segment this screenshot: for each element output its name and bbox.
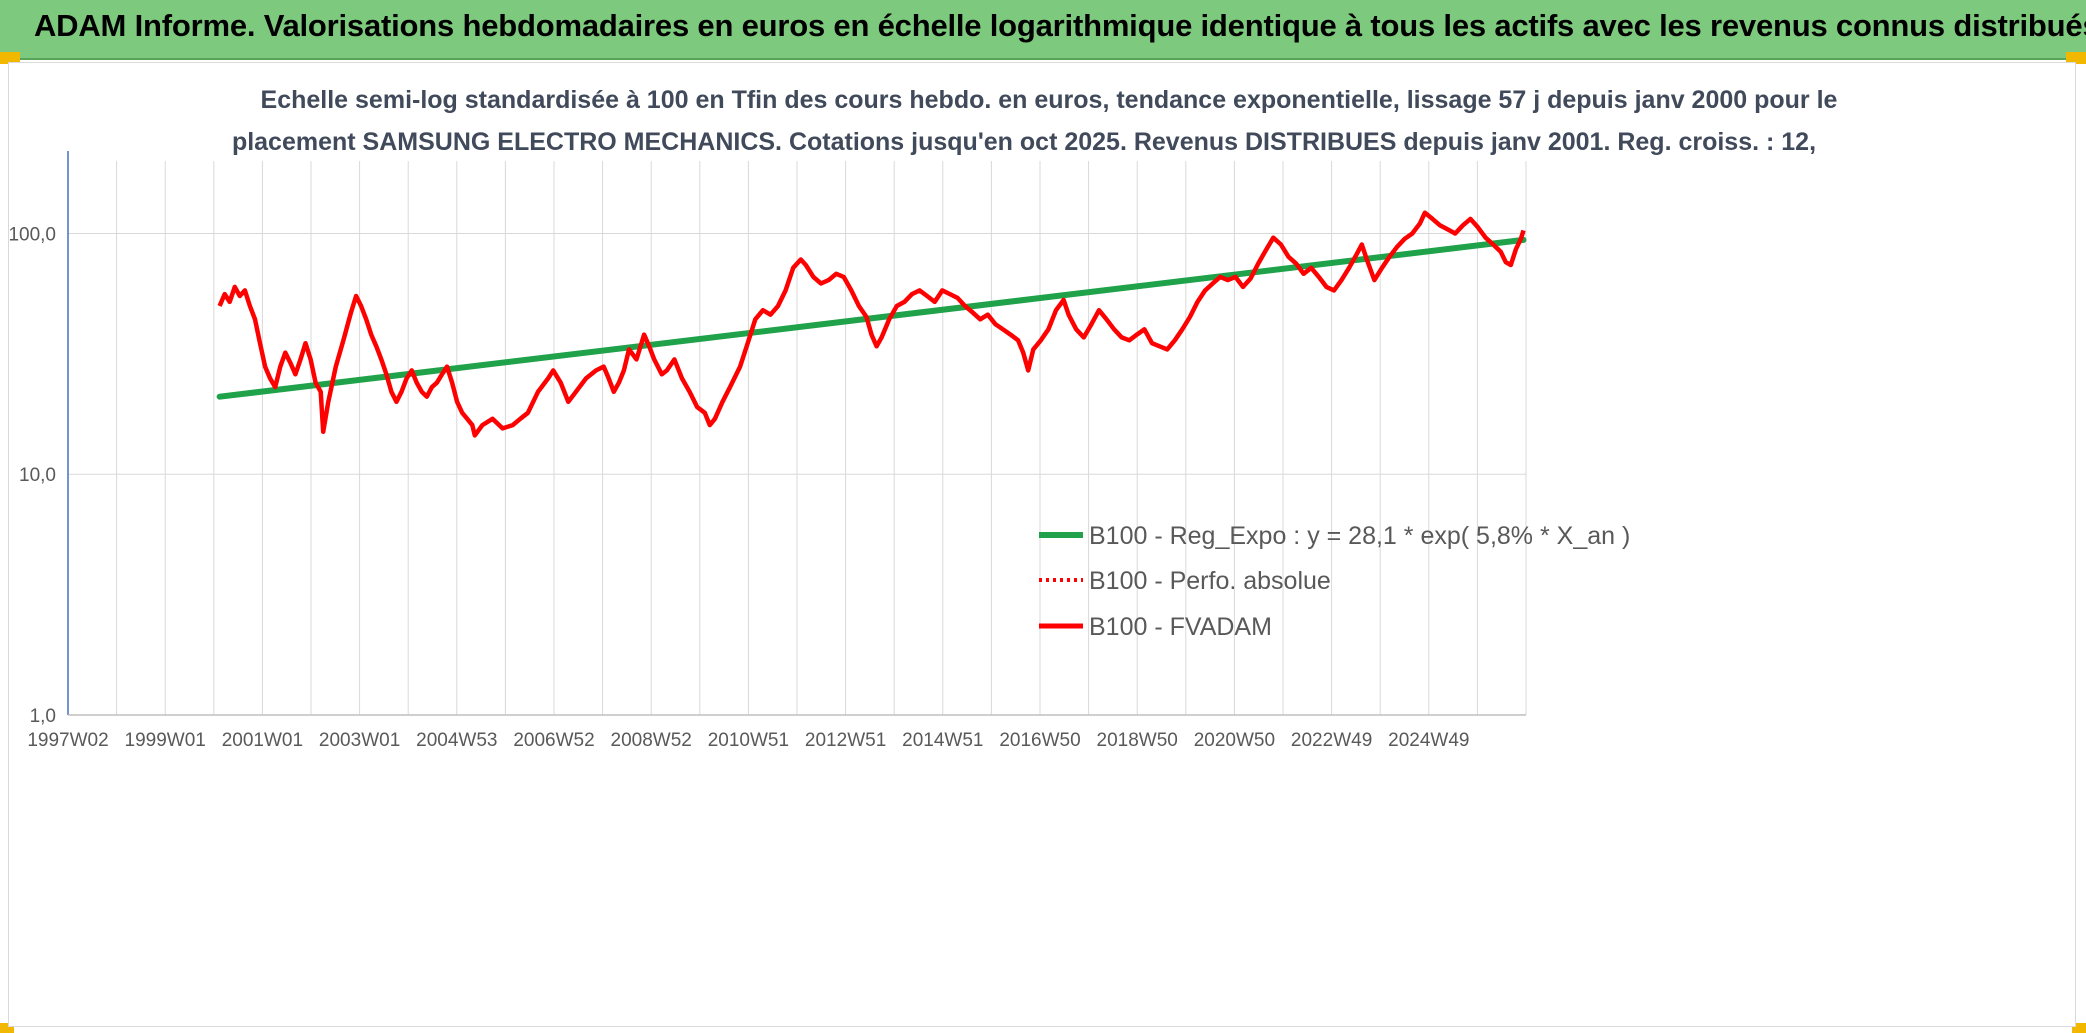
corner-marker-top-left xyxy=(0,52,20,64)
x-tick-label: 2012W51 xyxy=(805,730,886,751)
series-reg-expo-line xyxy=(216,236,1527,400)
x-tick-label: 2003W01 xyxy=(319,730,400,751)
x-tick-label: 2016W50 xyxy=(999,730,1080,751)
x-tick-label: 2024W49 xyxy=(1388,730,1469,751)
x-tick-label: 2010W51 xyxy=(708,730,789,751)
y-tick-label: 10,0 xyxy=(19,465,56,486)
page-title: ADAM Informe. Valorisations hebdomadaire… xyxy=(34,8,2086,43)
corner-marker-top-right xyxy=(2066,52,2086,64)
y-tick-label: 1,0 xyxy=(30,706,56,727)
x-tick-label: 2018W50 xyxy=(1097,730,1178,751)
header-banner: ADAM Informe. Valorisations hebdomadaire… xyxy=(0,0,2086,60)
corner-marker-bottom-right xyxy=(2072,1023,2086,1033)
x-tick-label: 2004W53 xyxy=(416,730,497,751)
x-tick-label: 2014W51 xyxy=(902,730,983,751)
axes: 1,0 10,0 100,0 1997W02 1999W01 2001W01 2003W01… xyxy=(9,151,1526,751)
x-tick-label: 2020W50 xyxy=(1194,730,1275,751)
y-tick-label: 100,0 xyxy=(9,224,56,245)
legend-label: B100 - FVADAM xyxy=(1089,613,1272,641)
x-tick-label: 1997W02 xyxy=(27,730,108,751)
legend: B100 - Reg_Expo : y = 28,1 * exp( 5,8% *… xyxy=(1039,522,1630,641)
series-fvadam-line xyxy=(217,210,1526,438)
x-tick-label: 2008W52 xyxy=(611,730,692,751)
chart-title: Echelle semi-log standardisée à 100 en T… xyxy=(261,86,1838,114)
x-tick-label: 2001W01 xyxy=(222,730,303,751)
x-tick-label: 2006W52 xyxy=(513,730,594,751)
chart-svg: Echelle semi-log standardisée à 100 en T… xyxy=(9,86,1838,751)
chart-subtitle: placement SAMSUNG ELECTRO MECHANICS. Cot… xyxy=(232,128,1816,156)
x-tick-label: 1999W01 xyxy=(125,730,206,751)
x-tick-label: 2022W49 xyxy=(1291,730,1372,751)
series-lines xyxy=(216,210,1527,438)
legend-label: B100 - Perfo. absolue xyxy=(1089,567,1331,595)
grid-lines xyxy=(67,161,1527,716)
legend-label: B100 - Reg_Expo : y = 28,1 * exp( 5,8% *… xyxy=(1089,522,1630,550)
chart-area: Echelle semi-log standardisée à 100 en T… xyxy=(8,62,2076,1027)
corner-marker-bottom-left xyxy=(0,1023,14,1033)
